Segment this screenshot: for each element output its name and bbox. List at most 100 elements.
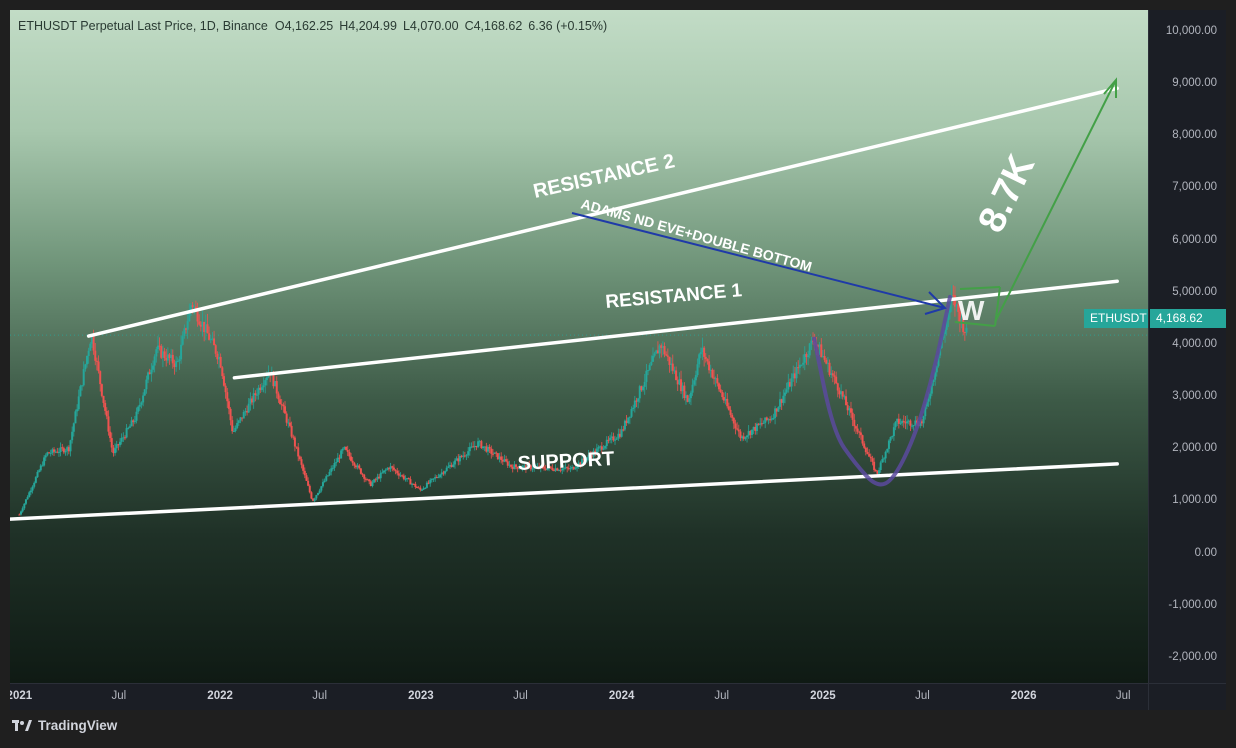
candle-body — [288, 422, 291, 426]
candle-body — [505, 459, 508, 462]
candle-body — [623, 420, 626, 430]
candle-body — [889, 437, 892, 441]
price-plot-area[interactable]: RESISTANCE 2 RESISTANCE 1 SUPPORT ADAMS ND … — [10, 10, 1148, 683]
candle-body — [128, 426, 131, 428]
y-tick-label: 8,000.00 — [1172, 129, 1217, 142]
candle-body — [201, 321, 204, 327]
candle-body — [247, 403, 250, 413]
candle-body — [564, 467, 567, 469]
candle-body — [44, 455, 47, 458]
candle-body — [57, 451, 60, 453]
y-tick-label: 7,000.00 — [1172, 181, 1217, 194]
candle-body — [457, 458, 460, 462]
green-arrow-shaft — [994, 79, 1117, 323]
price-axis[interactable]: 10,000.00 9,000.00 8,000.00 7,000.00 6,000.0… — [1148, 10, 1226, 683]
label-resistance-1: RESISTANCE 1 — [605, 280, 744, 313]
candle-body — [364, 478, 367, 480]
candle-body — [48, 452, 51, 454]
candle-body — [119, 441, 122, 446]
candle-body — [670, 363, 673, 365]
candle-body — [24, 499, 27, 504]
high-label: H — [339, 19, 349, 33]
candle-body — [500, 456, 503, 461]
candle-body — [948, 301, 951, 313]
candle-body — [148, 372, 151, 375]
candle-body — [920, 421, 923, 424]
candle-body — [760, 423, 763, 425]
candle-body — [277, 393, 280, 400]
candle-body — [579, 462, 582, 465]
candle-body — [737, 429, 740, 432]
candle-body — [521, 466, 524, 468]
candle-body — [444, 471, 447, 474]
candle-body — [820, 344, 823, 358]
candle-body — [868, 453, 871, 457]
candle-body — [374, 479, 377, 481]
close-value: 4,168.62 — [473, 19, 523, 33]
candle-body — [315, 495, 318, 499]
candle-body — [351, 460, 354, 463]
candle-body — [562, 468, 565, 470]
tradingview-brand[interactable]: TradingView — [12, 718, 117, 733]
candle-body — [203, 321, 206, 333]
candle-body — [965, 327, 968, 333]
candle-body — [72, 423, 75, 432]
candle-body — [792, 373, 795, 379]
candle-body — [874, 469, 877, 471]
candle-body — [137, 406, 140, 412]
candle-body — [726, 398, 729, 407]
candle-body — [595, 448, 598, 453]
close-label: C — [464, 19, 474, 33]
candle-body — [622, 429, 625, 431]
candle-body — [727, 406, 730, 410]
candle-body — [904, 422, 907, 424]
candle-body — [854, 426, 857, 429]
candle-body — [422, 488, 425, 490]
candle-body — [147, 372, 150, 380]
candle-body — [650, 361, 653, 366]
candle-body — [434, 477, 437, 479]
candle-body — [209, 339, 212, 341]
candle-body — [49, 453, 52, 455]
candle-body — [696, 364, 699, 376]
candle-body — [749, 431, 752, 435]
candle-body — [409, 479, 412, 485]
candle-body — [861, 435, 864, 444]
candle-body — [181, 336, 184, 345]
candle-body — [678, 379, 681, 385]
candle-body — [424, 487, 427, 489]
candle-body — [251, 398, 254, 403]
green-bracket-top — [959, 286, 1001, 290]
candle-body — [732, 417, 735, 424]
blue-arrow-shaft — [571, 212, 946, 309]
candle-body — [719, 389, 722, 393]
candle-body — [901, 420, 904, 424]
candle-body — [549, 466, 552, 468]
candle-body — [312, 498, 315, 501]
candle-body — [244, 411, 247, 413]
candle-body — [280, 404, 283, 406]
candle-body — [237, 420, 240, 423]
candle-body — [891, 436, 894, 438]
candle-body — [470, 446, 473, 448]
candle-body — [533, 466, 536, 469]
candle-body — [173, 363, 176, 367]
candle-body — [97, 361, 100, 372]
candle-body — [835, 376, 838, 384]
candle-body — [930, 382, 933, 394]
candle-body — [772, 417, 775, 419]
candle-body — [491, 453, 494, 455]
candle-body — [958, 311, 961, 324]
candle-body — [691, 384, 694, 393]
candle-body — [602, 448, 605, 450]
axis-corner[interactable] — [1148, 683, 1226, 710]
candle-body — [259, 387, 262, 390]
candle-body — [140, 402, 143, 405]
candle-body — [123, 437, 126, 439]
candle-body — [156, 345, 159, 350]
candle-body — [356, 465, 359, 468]
candle-body — [612, 436, 615, 441]
candle-body — [711, 369, 714, 378]
candle-body — [818, 344, 821, 347]
